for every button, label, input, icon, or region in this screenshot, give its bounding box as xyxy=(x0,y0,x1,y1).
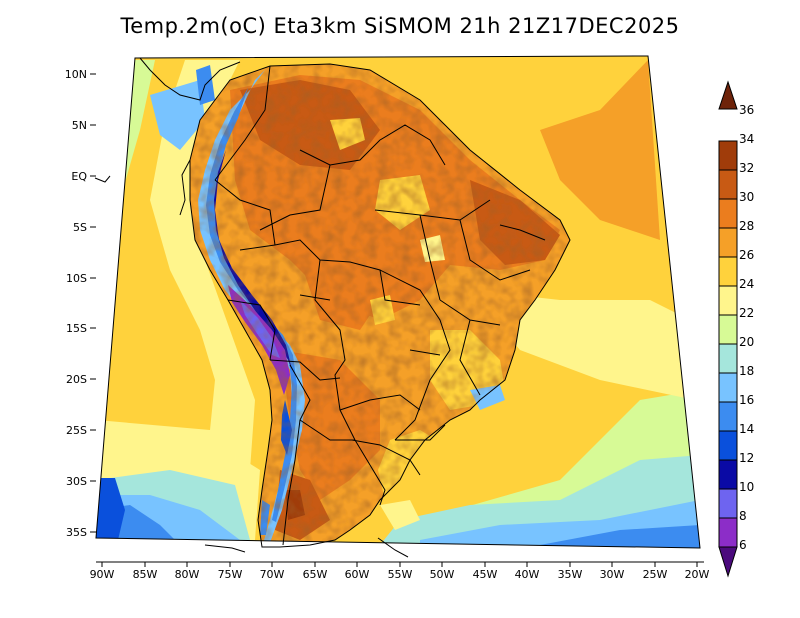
colorbar-cell xyxy=(718,227,738,258)
colorbar-label: 6 xyxy=(739,538,747,552)
colorbar-cell xyxy=(718,256,738,287)
lon-tick-label: 30W xyxy=(600,568,625,581)
colorbar-cell xyxy=(718,372,738,403)
lat-tick-label: 10N xyxy=(65,68,87,81)
lon-tick-label: 70W xyxy=(260,568,285,581)
colorbar-label: 22 xyxy=(739,306,754,320)
colorbar-label: 30 xyxy=(739,190,754,204)
lat-tick-label: 10S xyxy=(66,272,87,285)
lat-tick-label: 35S xyxy=(66,526,87,539)
colorbar-cell xyxy=(718,401,738,432)
lat-tick-label: 5S xyxy=(73,221,87,234)
colorbar-label: 18 xyxy=(739,364,754,378)
colorbar-cell xyxy=(718,459,738,490)
lat-tick-label: EQ xyxy=(71,170,87,183)
lon-tick-label: 60W xyxy=(345,568,370,581)
colorbar-label: 20 xyxy=(739,335,754,349)
colorbar-cell xyxy=(718,198,738,229)
colorbar-cell xyxy=(718,488,738,519)
colorbar-label: 28 xyxy=(739,219,754,233)
lat-tick-label: 5N xyxy=(72,119,87,132)
lon-tick-label: 40W xyxy=(515,568,540,581)
map-title: Temp.2m(oC) Eta3km SiSMOM 21h 21Z17DEC20… xyxy=(120,14,680,38)
colorbar-cell xyxy=(718,314,738,345)
latitude-axis: 10N 5N EQ 5S 10S 15S 20S 25S 30S 35S xyxy=(65,68,96,539)
lon-tick-label: 75W xyxy=(218,568,243,581)
colorbar-cell xyxy=(718,140,738,171)
lon-tick-label: 80W xyxy=(175,568,200,581)
colorbar-label: 16 xyxy=(739,393,754,407)
political-borders xyxy=(189,63,571,548)
temperature-field xyxy=(96,56,700,548)
lon-tick-label: 45W xyxy=(473,568,498,581)
colorbar-label: 8 xyxy=(739,509,747,523)
colorbar-label: 10 xyxy=(739,480,754,494)
lon-tick-label: 25W xyxy=(643,568,668,581)
colorbar-min-arrow xyxy=(718,546,738,578)
lat-tick-label: 15S xyxy=(66,322,87,335)
colorbar-label: 14 xyxy=(739,422,754,436)
colorbar-max-arrow xyxy=(718,80,738,110)
colorbar-label: 36 xyxy=(739,103,754,117)
colorbar-cell xyxy=(718,430,738,461)
colorbar-label: 12 xyxy=(739,451,754,465)
lon-tick-label: 50W xyxy=(430,568,455,581)
lon-tick-label: 20W xyxy=(685,568,710,581)
coastline xyxy=(94,57,409,558)
colorbar-cell xyxy=(718,343,738,374)
longitude-axis: 90W 85W 80W 75W 70W 65W 60W 55W 50W 45W … xyxy=(90,561,710,581)
colorbar-label: 32 xyxy=(739,161,754,175)
colorbar-cell xyxy=(718,285,738,316)
lon-tick-label: 55W xyxy=(388,568,413,581)
lon-tick-label: 90W xyxy=(90,568,115,581)
lon-tick-label: 35W xyxy=(558,568,583,581)
colorbar-label: 24 xyxy=(739,277,754,291)
colorbar-label: 26 xyxy=(739,248,754,262)
lat-tick-label: 20S xyxy=(66,373,87,386)
lat-tick-label: 25S xyxy=(66,424,87,437)
colorbar-cell xyxy=(718,517,738,548)
lon-tick-label: 85W xyxy=(133,568,158,581)
colorbar-label: 34 xyxy=(739,132,754,146)
colorbar: 6 8 10 12 14 16 18 20 22 24 26 28 30 32 … xyxy=(718,80,754,578)
lat-tick-label: 30S xyxy=(66,475,87,488)
lon-tick-label: 65W xyxy=(303,568,328,581)
colorbar-cell xyxy=(718,169,738,200)
